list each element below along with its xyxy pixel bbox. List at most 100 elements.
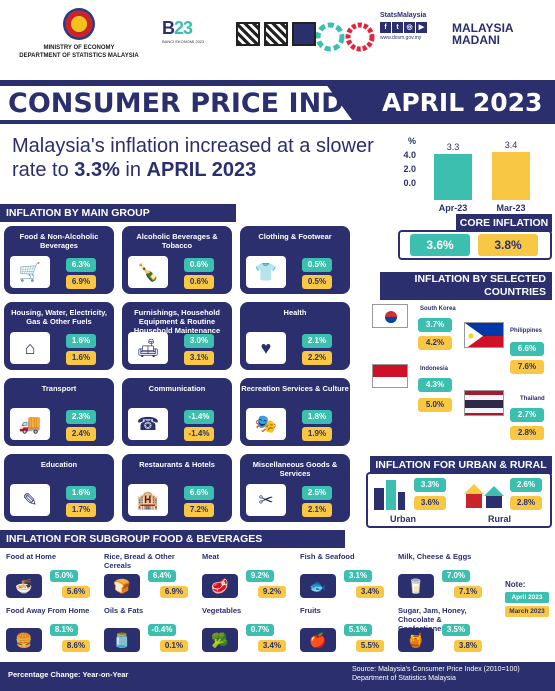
country-mar-value: 5.0% [418,398,452,412]
card-apr-value: -1.4% [184,410,214,424]
country-mar-value: 7.6% [510,360,544,374]
subgroup-apr-value: 8.1% [50,624,78,636]
card-apr-value: 2.1% [302,334,332,348]
mini-chart-category-label: Apr-23 [438,203,468,213]
food-home-icon: 🍜 [6,574,42,598]
card-title: Transport [41,384,77,393]
rural-label: Rural [488,514,512,524]
main-group-card: Communication ☎ -1.4% -1.4% [122,378,232,446]
bread-icon: 🍞 [104,574,140,598]
twitter-icon[interactable]: t [392,22,403,33]
core-inflation-header: CORE INFLATION [456,214,552,232]
vegetable-icon: 🥦 [202,628,238,652]
main-group-header: INFLATION BY MAIN GROUP [0,204,236,222]
fish-icon: 🐟 [300,574,336,598]
country-apr-value: 2.7% [510,408,544,422]
main-group-card: Food & Non-Alcoholic Beverages 🛒 6.3% 6.9% [4,226,114,294]
subgroup-mar-value: 3.8% [454,640,482,652]
subgroup-apr-value: 3.5% [442,624,470,636]
rural-mar-value: 2.8% [510,496,542,510]
footer-source: Source: Malaysia's Consumer Price Index … [352,665,520,683]
card-title: Housing, Water, Electricity, Gas & Other… [11,308,107,326]
card-title: Clothing & Footwear [258,232,332,241]
mini-bar-chart: 3.3 Apr-23 3.4 Mar-23 [422,134,552,214]
indonesia-flag-icon [372,364,408,388]
madani-line1: MALAYSIA [452,21,514,35]
stats-url[interactable]: www.dosm.gov.my [380,35,422,41]
card-title: Communication [148,384,206,393]
subgroup-item: Fruits 🍎 5.1% 5.5% [300,606,396,658]
axis-unit: % [407,136,416,146]
card-mar-value: 2.2% [302,351,332,365]
house-icon: ⌂ [10,332,50,364]
page-title: CONSUMER PRICE INDEX [8,88,383,119]
card-mar-value: 1.7% [66,503,96,517]
main-group-card: Restaurants & Hotels 🏨 6.6% 7.2% [122,454,232,522]
tick-label: 2.0 [403,164,416,174]
card-apr-value: 0.6% [184,258,214,272]
oil-icon: 🫙 [104,628,140,652]
card-title: Food & Non-Alcoholic Beverages [19,232,99,250]
card-mar-value: 6.9% [66,275,96,289]
subgroup-title: Vegetables [202,606,242,615]
country-apr-value: 6.6% [510,342,544,356]
malaysia-crest-icon [63,8,95,40]
subgroup-mar-value: 5.6% [62,586,90,598]
card-title: Alcoholic Beverages & Tobacco [136,232,218,250]
youtube-icon[interactable]: ▶ [416,22,427,33]
headline: Malaysia's inflation increased at a slow… [12,134,382,182]
instagram-icon[interactable]: ◎ [404,22,415,33]
country-apr-value: 3.7% [418,318,452,332]
recreation-icon: 🎭 [246,408,286,440]
card-mar-value: -1.4% [184,427,214,441]
country-name: Indonesia [420,366,449,372]
ministry-name: MINISTRY OF ECONOMY [43,45,115,51]
urban-buildings-icon [374,480,405,510]
card-apr-value: 6.6% [184,486,214,500]
countries-panel: South Korea 3.7% 4.2% Philippines 6.6% 7… [368,302,552,452]
subgroup-apr-value: 7.0% [442,570,470,582]
country-mar-value: 2.8% [510,426,544,440]
app-icon [292,22,316,46]
card-mar-value: 2.1% [302,503,332,517]
subgroup-title: Milk, Cheese & Eggs [398,552,472,561]
philippines-flag-icon [464,322,504,348]
card-apr-value: 0.5% [302,258,332,272]
urban-rural-header: INFLATION FOR URBAN & RURAL [370,456,552,474]
card-mar-value: 7.2% [184,503,214,517]
ministry-logo-block: MINISTRY OF ECONOMY DEPARTMENT OF STATIS… [4,8,154,70]
subgroup-mar-value: 0.1% [160,640,188,652]
country-apr-value: 4.3% [418,378,452,392]
subgroup-apr-value: -0.4% [148,624,176,636]
mini-chart-bar [492,152,530,200]
main-group-card: Transport 🚚 2.3% 2.4% [4,378,114,446]
main-group-cards: Food & Non-Alcoholic Beverages 🛒 6.3% 6.9% A… [0,222,365,522]
facebook-icon[interactable]: f [380,22,391,33]
subgroup-item: Sugar, Jam, Honey, Chocolate & Confectio… [398,606,494,658]
card-title: Health [283,308,307,317]
subgroup-item: Milk, Cheese & Eggs 🥛 7.0% 7.1% [398,552,494,604]
source-line1: Source: Malaysia's Consumer Price Index … [352,666,520,673]
subgroup-grid: Food at Home 🍜 5.0% 5.6% Rice, Bread & Other… [0,548,505,660]
subgroup-apr-value: 6.4% [148,570,176,582]
subgroup-item: Oils & Fats 🫙 -0.4% 0.1% [104,606,200,658]
card-apr-value: 6.3% [66,258,96,272]
subgroup-item: Vegetables 🥦 0.7% 3.4% [202,606,298,658]
card-title: Restaurants & Hotels [139,460,215,469]
urban-rural-panel: 3.3% 3.6% Urban 2.6% 2.8% Rural [366,472,552,528]
meat-icon: 🥩 [202,574,238,598]
subgroup-mar-value: 5.5% [356,640,384,652]
subgroup-title: Meat [202,552,220,561]
main-group-card: Education ✎ 1.6% 1.7% [4,454,114,522]
main-group-card: Housing, Water, Electricity, Gas & Other… [4,302,114,370]
subgroup-title: Fruits [300,606,321,615]
banci-title: BANCI EKONOMI 2023 [162,39,205,44]
sdg-logo [315,18,378,56]
hotel-icon: 🏨 [128,484,168,516]
subgroup-title: Food at Home [6,552,56,561]
card-apr-value: 2.3% [66,410,96,424]
footer-note: Percentage Change: Year-on-Year [8,670,129,679]
subgroup-item: Food Away From Home 🍔 8.1% 8.6% [6,606,102,658]
main-group-card: Alcoholic Beverages & Tobacco 🍾 0.6% 0.6% [122,226,232,294]
mini-chart-axis: % 4.0 2.0 0.0 [398,134,416,190]
